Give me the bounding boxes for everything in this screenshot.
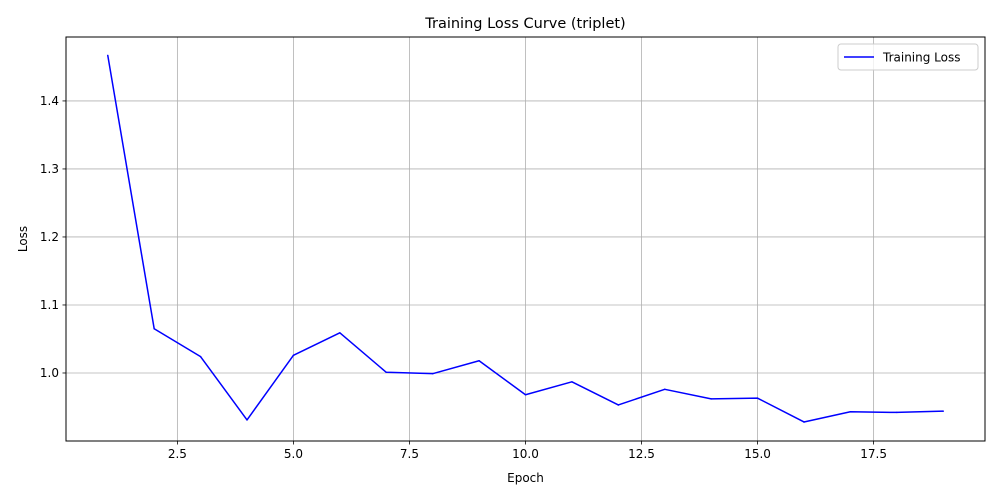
y-tick-label: 1.0 — [40, 366, 59, 380]
legend: Training Loss — [837, 43, 979, 71]
data-point — [107, 54, 109, 57]
y-tick-label: 1.3 — [40, 162, 59, 176]
data-point — [339, 332, 341, 334]
data-point — [385, 371, 388, 374]
chart-title: Training Loss Curve (triplet) — [424, 16, 625, 32]
data-point — [896, 411, 898, 414]
data-point — [710, 398, 712, 400]
x-tick-label: 10.0 — [512, 447, 539, 461]
data-point — [803, 421, 805, 423]
x-tick-label: 7.5 — [400, 447, 419, 461]
grid — [66, 37, 985, 441]
legend-label: Training Loss — [882, 51, 960, 65]
data-point — [431, 372, 434, 375]
data-point — [663, 388, 666, 391]
data-point — [942, 410, 944, 412]
ticks: 2.5 5.0 7.5 10.0 12.5 15.0 17.5 1.0 1.1 1.2 1.3 1.4 — [40, 94, 887, 461]
x-tick-label: 17.5 — [860, 447, 887, 461]
data-point — [246, 419, 248, 421]
y-tick-label: 1.4 — [40, 94, 59, 108]
data-point — [617, 404, 620, 406]
data-point — [571, 381, 573, 383]
y-axis-title: Loss — [16, 226, 30, 252]
data-point — [478, 359, 480, 362]
data-point — [153, 328, 155, 330]
data-point — [199, 355, 202, 358]
x-tick-label: 15.0 — [744, 447, 771, 461]
x-tick-label: 2.5 — [168, 447, 187, 461]
data-point — [292, 354, 295, 357]
data-point — [524, 394, 527, 396]
x-axis-title: Epoch — [507, 471, 544, 485]
y-tick-label: 1.2 — [40, 230, 59, 244]
legend-box — [837, 43, 979, 71]
x-tick-label: 5.0 — [284, 447, 303, 461]
x-tick-label: 12.5 — [628, 447, 655, 461]
y-tick-label: 1.1 — [40, 298, 59, 312]
data-point — [756, 397, 759, 399]
data-point — [849, 411, 852, 413]
series-layer — [107, 54, 944, 423]
